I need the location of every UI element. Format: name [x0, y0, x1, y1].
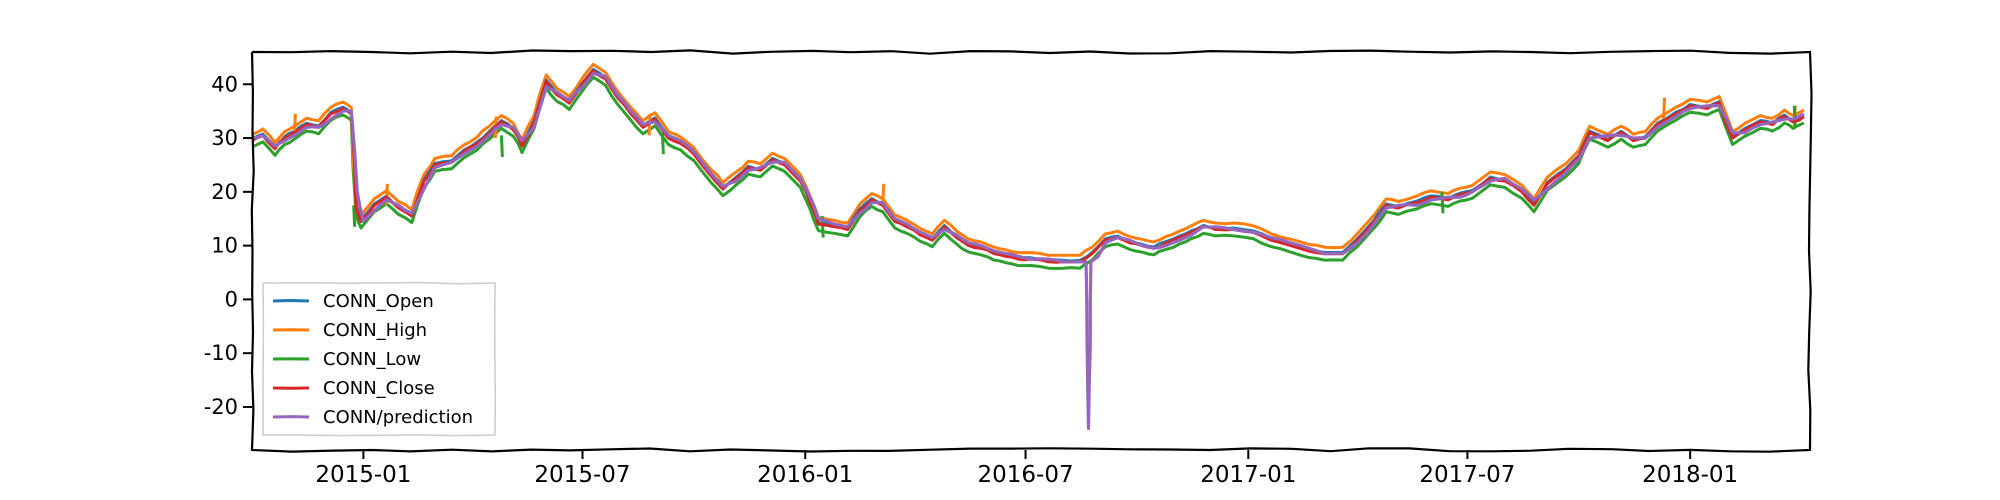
high-spike-5 [1662, 97, 1667, 120]
legend-swatch [272, 298, 310, 303]
series-layer [252, 62, 1805, 431]
series-line-conn-close [252, 69, 1805, 264]
legend: CONN_Open CONN_High CONN_Low CONN_Close CONN… [262, 281, 497, 437]
legend-box [262, 281, 497, 437]
series-line-conn-high [252, 62, 1805, 257]
y-axis: 40 30 20 10 0 -10 -20 [204, 72, 252, 419]
legend-label: CONN_High [323, 320, 427, 341]
x-tick-label: 2017-07 [1419, 462, 1515, 488]
y-tick-label: 0 [225, 287, 238, 311]
low-spike-5 [1792, 105, 1797, 128]
x-tick-label: 2018-01 [1642, 462, 1738, 488]
y-tick-label: 20 [211, 180, 238, 204]
low-spike-4 [1440, 191, 1445, 214]
y-tick-label: -20 [204, 395, 238, 419]
legend-label: CONN_Close [323, 378, 435, 399]
legend-items: CONN_Open CONN_High CONN_Low CONN_Close CONN… [272, 291, 473, 428]
y-tick-label: 40 [211, 72, 238, 96]
low-spike-0 [352, 205, 357, 227]
legend-label: CONN_Low [323, 349, 421, 370]
low-spike-2 [660, 132, 665, 155]
x-axis: 2015-01 2015-07 2016-01 2016-07 2017-01 2017-… [315, 450, 1738, 488]
y-tick-label: 10 [211, 234, 238, 258]
x-tick-label: 2017-01 [1200, 462, 1296, 488]
y-tick-label: 30 [211, 126, 238, 150]
low-spike-1 [499, 135, 504, 157]
series-line-conn-prediction [252, 71, 1805, 431]
plot-frame [250, 49, 1813, 453]
series-line-conn-low [252, 75, 1805, 270]
legend-label: CONN_Open [323, 291, 434, 312]
x-tick-label: 2016-01 [757, 462, 853, 488]
high-spike-1 [384, 183, 389, 206]
x-tick-label: 2015-01 [315, 462, 411, 488]
y-tick-label: -10 [204, 341, 238, 365]
x-tick-label: 2016-07 [977, 462, 1073, 488]
x-tick-label: 2015-07 [534, 462, 630, 488]
legend-label: CONN/prediction [323, 407, 473, 428]
